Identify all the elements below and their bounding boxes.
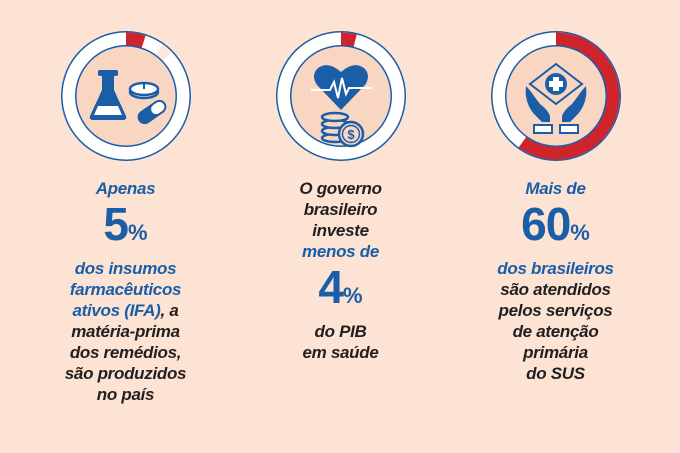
stat-text-sus: Mais de 60% dos brasileiros são atendido… [448,178,663,384]
stat-number: 4% [318,261,363,313]
stat-intro: Apenas [95,179,156,198]
donut-4-percent: $ [276,31,406,161]
stat-intro: menos de [302,242,379,261]
svg-text:$: $ [347,127,355,142]
stat-column-sus: Mais de 60% dos brasileiros são atendido… [448,0,663,453]
lab-flask-pills-icon [89,70,167,125]
donut-5-percent [61,31,191,161]
stat-intro: Mais de [525,179,586,198]
stat-text-ifa: Apenas 5% dos insumos farmacêuticos ativ… [18,178,233,405]
hands-health-cross-icon [525,62,587,134]
stat-column-ifa: Apenas 5% dos insumos farmacêuticos ativ… [18,0,233,453]
stat-text-pib: O governo brasileiro investe menos de 4%… [233,178,448,363]
stat-number: 60% [521,198,590,250]
stat-number: 5% [103,198,148,250]
heart-coins-icon: $ [311,65,372,148]
donut-60-percent [491,31,621,161]
stat-column-pib: $ O governo brasileiro investe menos de … [233,0,448,453]
